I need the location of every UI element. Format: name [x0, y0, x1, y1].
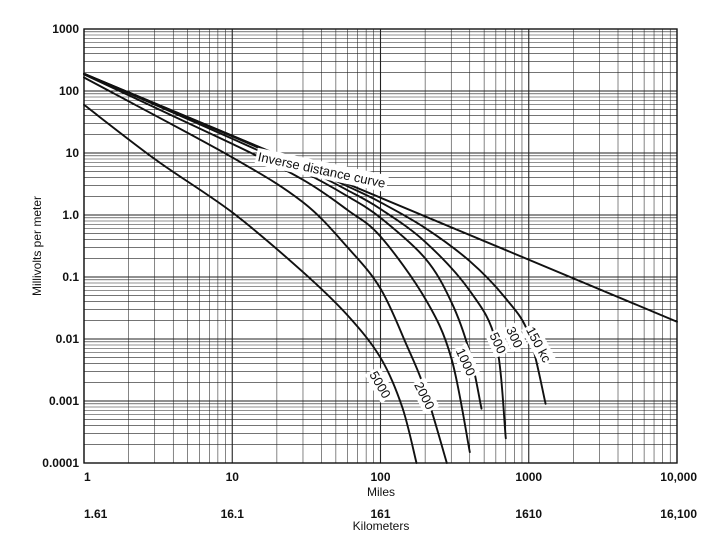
x2-tick-label: 1.61	[84, 507, 108, 521]
curve-label-bg	[484, 327, 512, 359]
curve-label-bg	[501, 321, 528, 353]
y-tick-label: 1000	[52, 22, 79, 36]
x-tick-label: 1000	[515, 470, 542, 484]
x-axis-title: Miles	[367, 485, 395, 499]
curve-label-bg	[521, 321, 557, 368]
x-tick-label: 10,000	[660, 470, 697, 484]
curve-label-bg	[451, 343, 481, 381]
x2-axis-title: Kilometers	[353, 519, 410, 533]
y-tick-label: 0.0001	[42, 456, 79, 470]
y-tick-label: 0.01	[56, 332, 80, 346]
curve-5000	[83, 103, 418, 464]
plot-frame	[83, 28, 678, 464]
curve-label-bg	[409, 377, 440, 415]
y-tick-label: 10	[66, 146, 80, 160]
x2-tick-label: 16.1	[221, 507, 245, 521]
y-tick-label: 100	[59, 84, 79, 98]
x2-tick-label: 1610	[515, 507, 542, 521]
y-tick-label: 1.0	[62, 208, 79, 222]
curve-label-bg	[254, 147, 390, 193]
x-tick-label: 100	[370, 470, 390, 484]
x2-tick-label: 161	[370, 507, 390, 521]
x2-tick-label: 16,100	[660, 507, 697, 521]
x-tick-label: 10	[226, 470, 240, 484]
curve-300	[83, 72, 507, 440]
curve-1000	[83, 73, 471, 454]
curve-500	[83, 72, 483, 410]
x-tick-labels: 1 10 100 1000 10,000	[84, 470, 697, 484]
x-tick-label: 1	[84, 470, 91, 484]
y-tick-label: 0.001	[49, 394, 79, 408]
y-tick-label: 0.1	[62, 270, 79, 284]
x2-tick-labels: 1.61 16.1 161 1610 16,100	[84, 507, 697, 521]
curve-label-bg	[364, 366, 396, 404]
y-axis-title: Millivolts per meter	[30, 196, 44, 296]
y-tick-labels: 1000 100 10 1.0 0.1 0.01 0.001 0.0001	[42, 22, 79, 470]
